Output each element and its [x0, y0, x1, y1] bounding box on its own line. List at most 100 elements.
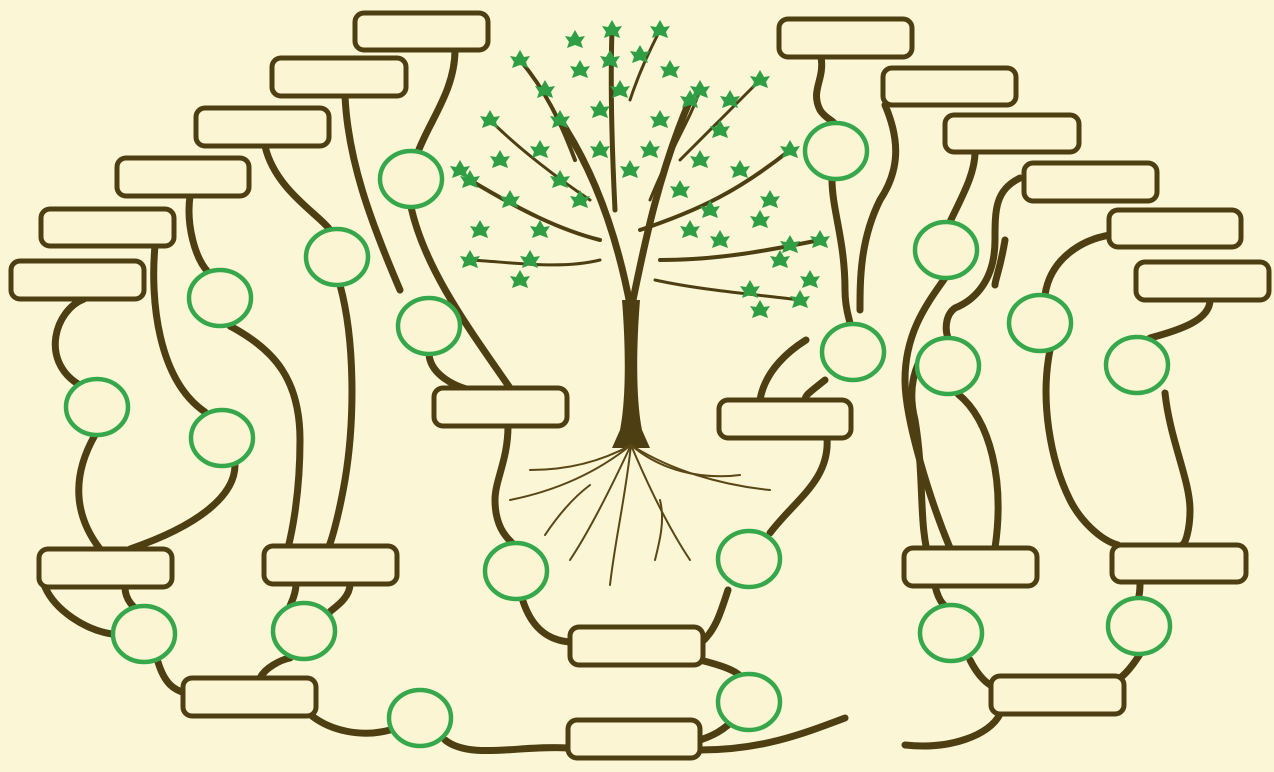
- tree-branch: [608, 27, 618, 213]
- connector-line: [801, 376, 829, 404]
- connector-line: [901, 710, 1004, 750]
- photo-oval-o11[interactable]: [914, 335, 982, 397]
- name-box-frame: [114, 155, 252, 199]
- maple-leaf-icon: [590, 140, 610, 158]
- connector-line: [75, 431, 104, 553]
- name-box-b22[interactable]: [565, 717, 703, 761]
- name-box-b17[interactable]: [901, 545, 1040, 589]
- photo-oval-o8[interactable]: [1006, 292, 1074, 354]
- maple-leaf-icon: [490, 150, 510, 168]
- connector-line: [828, 175, 854, 328]
- name-box-b6[interactable]: [8, 258, 147, 302]
- maple-leaf-icon: [700, 200, 720, 218]
- name-box-b8[interactable]: [880, 65, 1019, 108]
- tree-root: [509, 444, 632, 501]
- name-box-b7[interactable]: [776, 16, 915, 60]
- name-box-b3[interactable]: [193, 105, 332, 149]
- maple-leaf-icon: [570, 190, 590, 208]
- photo-oval-o20[interactable]: [715, 671, 783, 733]
- maple-leaf-icon: [460, 170, 480, 188]
- connector-line: [1161, 389, 1194, 549]
- maple-leaf-icon: [550, 110, 570, 128]
- maple-leaf-icon: [500, 190, 520, 208]
- name-box-frame: [567, 624, 706, 668]
- connector-line: [41, 583, 116, 638]
- name-box-b5[interactable]: [38, 206, 177, 249]
- maple-leaf-icon: [660, 60, 680, 78]
- name-box-b4[interactable]: [114, 155, 252, 199]
- tree-branch: [628, 28, 662, 102]
- photo-oval-o4[interactable]: [303, 226, 371, 288]
- photo-oval-o15[interactable]: [110, 603, 178, 665]
- maple-leaf-icon: [750, 300, 770, 318]
- name-box-b2[interactable]: [269, 55, 409, 99]
- photo-oval-o6[interactable]: [395, 295, 463, 357]
- name-box-frame: [352, 10, 491, 53]
- maple-leaf-icon: [780, 235, 800, 253]
- name-box-b18[interactable]: [1109, 542, 1249, 585]
- maple-leaf-icon: [750, 210, 770, 228]
- connector-line: [696, 714, 849, 754]
- photo-oval-o1[interactable]: [377, 148, 445, 210]
- name-box-b20[interactable]: [180, 675, 319, 719]
- maple-leaf-icon: [730, 160, 750, 178]
- tree-branch: [468, 178, 602, 242]
- maple-leaf-icon: [810, 230, 830, 248]
- connector-line: [407, 203, 514, 392]
- connector-line: [813, 53, 838, 127]
- name-box-b21[interactable]: [988, 673, 1127, 717]
- name-box-b12[interactable]: [1133, 259, 1272, 303]
- tree-branch: [556, 116, 635, 314]
- photo-oval-o10[interactable]: [188, 407, 256, 469]
- name-box-b1[interactable]: [352, 10, 491, 53]
- photo-oval-o16[interactable]: [270, 600, 338, 662]
- photo-oval-o2[interactable]: [802, 120, 870, 182]
- photo-oval-o12[interactable]: [1103, 334, 1171, 396]
- maple-leaf-icon: [570, 60, 590, 78]
- photo-oval-o3[interactable]: [186, 267, 254, 329]
- tree-branch: [653, 278, 802, 302]
- connector-line: [126, 461, 239, 553]
- maple-leaf-icon: [600, 50, 620, 68]
- name-box-b9[interactable]: [942, 112, 1082, 155]
- connector-line: [696, 656, 744, 680]
- photo-oval-o9[interactable]: [63, 376, 131, 438]
- photo-oval-o7[interactable]: [819, 321, 887, 383]
- connector-line: [425, 350, 474, 394]
- name-box-frame: [193, 105, 332, 149]
- maple-leaf-icon: [680, 220, 700, 238]
- connector-line: [261, 142, 334, 234]
- maple-leaf-icon: [630, 45, 650, 63]
- connector-line: [226, 322, 304, 552]
- photo-oval-o5[interactable]: [912, 219, 980, 281]
- name-box-b15[interactable]: [36, 546, 175, 590]
- name-box-frame: [8, 258, 147, 302]
- connector-line: [696, 721, 732, 744]
- connector-line: [766, 434, 831, 537]
- tree-root: [630, 444, 691, 561]
- name-box-b13[interactable]: [431, 385, 570, 429]
- name-box-b14[interactable]: [716, 397, 854, 441]
- maple-leaf-icon: [460, 250, 480, 268]
- maple-leaf-icon: [510, 50, 530, 68]
- name-box-b11[interactable]: [1106, 207, 1244, 250]
- tree-root: [630, 444, 741, 478]
- name-box-b10[interactable]: [1021, 160, 1160, 204]
- maple-leaf-icon: [530, 140, 550, 158]
- photo-oval-o19[interactable]: [386, 687, 454, 749]
- maple-leaf-icon: [710, 230, 730, 248]
- connector-line: [51, 295, 88, 388]
- photo-oval-o17[interactable]: [917, 602, 985, 664]
- name-box-b19[interactable]: [567, 624, 706, 668]
- photo-oval-o18[interactable]: [1105, 595, 1173, 657]
- maple-leaf-icon: [450, 160, 470, 178]
- photo-oval-o14[interactable]: [715, 528, 783, 590]
- maple-leaf-icon: [520, 250, 540, 268]
- name-box-b16[interactable]: [261, 543, 400, 587]
- photo-oval-o13[interactable]: [482, 540, 550, 602]
- name-box-frame: [1109, 542, 1249, 585]
- photo-ovals: [63, 120, 1173, 749]
- maple-leaf-icon: [530, 220, 550, 238]
- maple-leaf-icon: [650, 110, 670, 128]
- maple-leaf-icon: [510, 270, 530, 288]
